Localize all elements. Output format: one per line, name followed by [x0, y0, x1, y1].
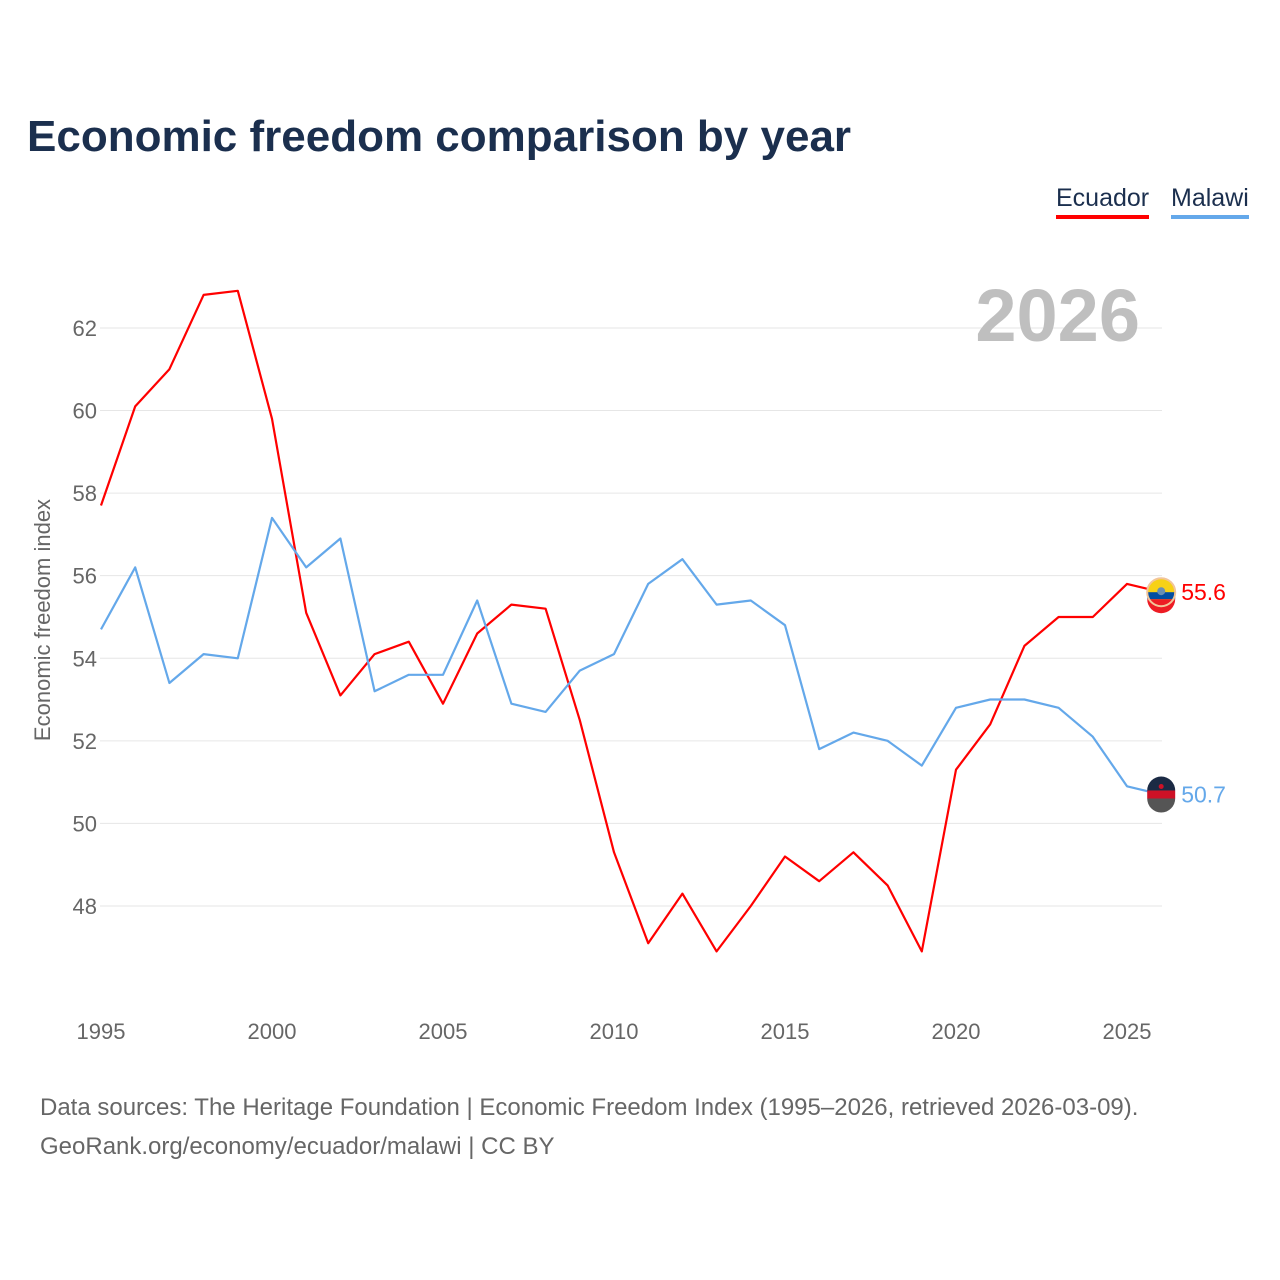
x-tick-label: 1995	[77, 1019, 126, 1044]
series-line-ecuador	[99, 289, 1162, 953]
y-tick-label: 50	[73, 811, 97, 836]
x-tick-label: 2025	[1103, 1019, 1152, 1044]
flag-ring	[1146, 577, 1177, 608]
y-tick-label: 56	[73, 564, 97, 589]
year-label: 2026	[975, 274, 1140, 357]
end-value-label: 55.6	[1181, 579, 1226, 605]
x-tick-label: 2005	[419, 1019, 468, 1044]
data-source-text: Data sources: The Heritage Foundation | …	[40, 1094, 1139, 1121]
y-tick-label: 62	[73, 316, 97, 341]
x-tick-label: 2020	[932, 1019, 981, 1044]
flag-marker-malawi-icon	[1147, 776, 1176, 813]
end-value-label: 50.7	[1181, 782, 1226, 808]
series-line-malawi	[100, 516, 1162, 796]
x-tick-label: 2000	[248, 1019, 297, 1044]
y-tick-label: 52	[73, 729, 97, 754]
flag-red	[1147, 790, 1176, 799]
attribution-link[interactable]: GeoRank.org/economy/ecuador/malawi | CC …	[40, 1133, 555, 1160]
flag-blue	[1147, 592, 1176, 600]
y-tick-label: 48	[73, 894, 97, 919]
footer: Data sources: The Heritage Foundation | …	[40, 1088, 1138, 1166]
x-tick-label: 2010	[590, 1019, 639, 1044]
legend-ecuador[interactable]: Ecuador	[1056, 184, 1150, 219]
flag-black	[1147, 776, 1176, 791]
y-tick-label: 58	[73, 481, 97, 506]
chart-title: Economic freedom comparison by year	[27, 112, 852, 161]
y-axis-label: Economic freedom index	[30, 499, 55, 741]
flag-green	[1147, 798, 1176, 813]
legend-malawi[interactable]: Malawi	[1171, 184, 1249, 219]
flag-sun	[1158, 784, 1164, 790]
flag-marker-ecuador-icon	[1146, 577, 1177, 614]
y-tick-label: 60	[73, 399, 97, 424]
flag-emblem	[1157, 587, 1166, 596]
x-tick-label: 2015	[761, 1019, 810, 1044]
y-tick-label: 54	[73, 646, 97, 671]
